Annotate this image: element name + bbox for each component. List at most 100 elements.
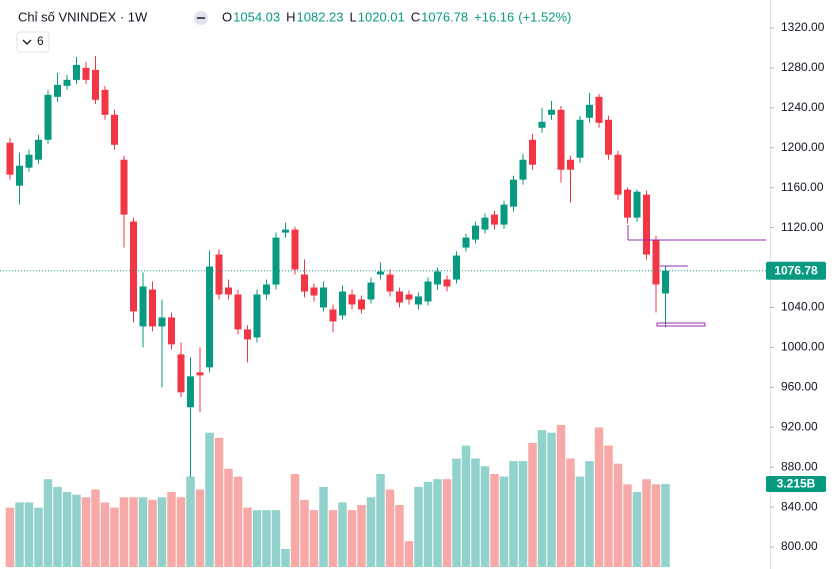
- volume-bar: [547, 432, 556, 567]
- ohlc-value: 1054.03: [233, 9, 280, 24]
- y-tick-label: 960.00: [781, 379, 818, 393]
- candle-body: [367, 282, 375, 300]
- candle-body: [576, 119, 584, 158]
- volume-bar: [452, 458, 461, 567]
- volume-bar: [528, 443, 537, 567]
- ohlc-value: 1076.78: [421, 9, 468, 24]
- candle-body: [25, 154, 33, 168]
- candle-body: [424, 281, 432, 302]
- candle-body: [557, 109, 565, 170]
- candle-body: [272, 237, 280, 285]
- legend-header: Chỉ số VNINDEX · 1W O 1054.03 H 1082.23 L 102…: [16, 9, 571, 53]
- volume-bar: [471, 458, 480, 567]
- volume-bar: [43, 479, 53, 567]
- volume-bar: [243, 507, 252, 567]
- candle-body: [282, 229, 289, 233]
- candle-body: [519, 159, 527, 180]
- volume-bar: [319, 486, 328, 567]
- candle-body: [35, 139, 42, 160]
- candle-body: [54, 84, 61, 97]
- volume-bar: [281, 548, 290, 567]
- candle-body: [6, 142, 14, 175]
- volume-bar: [100, 502, 110, 567]
- volume-bar: [376, 474, 385, 567]
- candle-body: [301, 274, 308, 292]
- candle-body: [396, 291, 403, 303]
- candle-body: [101, 89, 109, 115]
- candle-body: [253, 294, 261, 338]
- candle-body: [348, 294, 356, 305]
- y-tick-label: 1320.00: [781, 20, 825, 34]
- volume-bar: [24, 502, 34, 567]
- volume-bar: [34, 507, 43, 567]
- candle-body: [73, 64, 80, 80]
- volume-bar: [205, 432, 214, 567]
- last-price-label: 1076.78: [774, 263, 818, 277]
- volume-bar: [442, 479, 452, 567]
- plot: [0, 55, 770, 567]
- volume-bar: [414, 486, 423, 567]
- y-tick-label: 1040.00: [781, 300, 825, 314]
- volume-bar: [186, 476, 195, 567]
- volume-bar: [575, 476, 585, 567]
- volume-bar: [623, 484, 632, 567]
- volume-bar: [499, 476, 509, 567]
- candle-body: [139, 286, 147, 327]
- change-percent: (+1.52%): [518, 9, 571, 24]
- volume-bar: [357, 505, 366, 567]
- volume-bar: [651, 484, 661, 567]
- candle-body: [586, 104, 593, 118]
- candle-body: [196, 372, 204, 376]
- candle-body: [643, 194, 650, 255]
- volume-bar: [157, 497, 167, 567]
- volume-bar: [195, 489, 205, 567]
- volume-bar: [423, 481, 433, 567]
- price-axis: 800.00 840.00 880.00 920.00 960.00 1000.00 104…: [766, 20, 826, 553]
- volume-bar: [15, 502, 24, 567]
- volume-bar: [309, 510, 319, 567]
- candle-body: [652, 239, 660, 285]
- candle-body: [177, 354, 185, 393]
- volume-bar: [252, 510, 262, 567]
- candle-body: [310, 287, 318, 296]
- candle-body: [614, 154, 622, 195]
- candle-body: [567, 159, 574, 170]
- volume-bar: [604, 445, 613, 567]
- volume-bar: [461, 445, 471, 567]
- candle-body: [234, 294, 242, 330]
- candle-body: [624, 189, 631, 218]
- ohlc-label: H: [286, 9, 295, 24]
- candle-body: [386, 274, 394, 292]
- volume-bar: [110, 507, 119, 567]
- volume-bar: [176, 497, 186, 567]
- y-tick-label: 1280.00: [781, 60, 825, 74]
- candle-body: [443, 279, 451, 287]
- indicators-toggle[interactable]: [16, 31, 50, 53]
- volume-bar: [167, 492, 176, 567]
- volume-bar: [537, 430, 547, 567]
- volume-bar: [5, 507, 15, 567]
- candle-body: [82, 67, 90, 80]
- volume-bar: [81, 497, 91, 567]
- volume-bar: [72, 494, 81, 567]
- volume-bar: [290, 474, 300, 567]
- candle-body: [244, 329, 251, 340]
- volume-bar: [490, 474, 499, 567]
- drawn-rectangle: [656, 322, 706, 327]
- candle-body: [187, 376, 194, 408]
- candle-body: [462, 237, 470, 248]
- candle-body: [633, 191, 641, 218]
- volume-bar: [233, 476, 243, 567]
- candle-body: [605, 119, 612, 155]
- candle-body: [206, 266, 213, 368]
- volume-bar: [138, 497, 148, 567]
- candle-body: [434, 271, 441, 285]
- volume-bar: [271, 510, 281, 567]
- candle-body: [111, 114, 118, 145]
- candle-body: [405, 294, 413, 300]
- volume-bar: [129, 497, 138, 567]
- volume-bar: [480, 466, 490, 567]
- volume-bar: [214, 437, 224, 567]
- candle-body: [149, 289, 156, 327]
- volume-bar: [62, 492, 72, 567]
